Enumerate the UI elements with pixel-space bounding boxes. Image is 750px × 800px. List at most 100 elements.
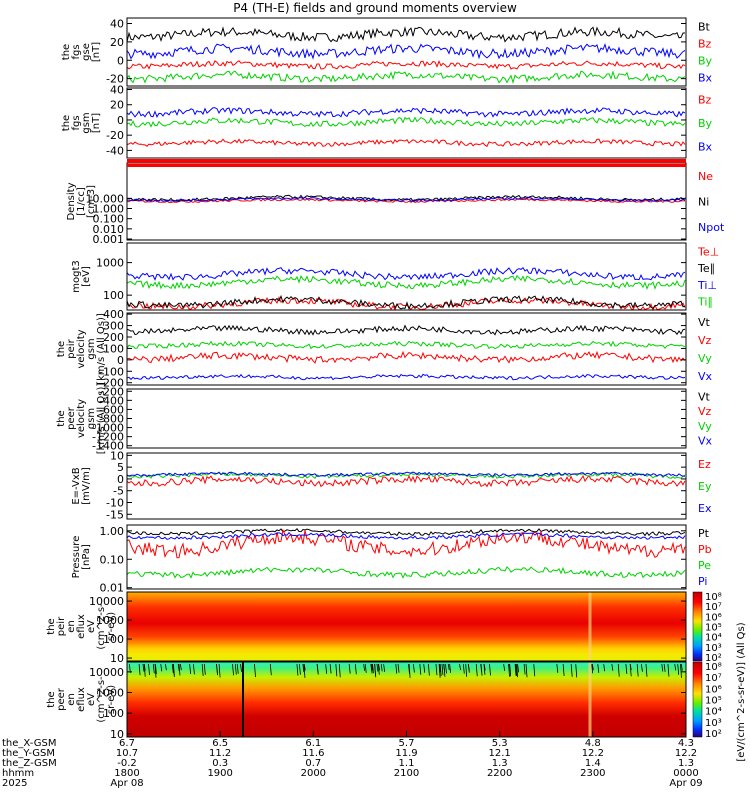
peer-spec-speckle [216,663,218,676]
density-ytick-label: 0.010 [93,223,125,236]
peer-velocity-ytick-label: -1200 [92,431,124,444]
colorbar-tick-label: 10⁵ [705,696,722,707]
xaxis-value: 5.7 [399,738,415,749]
peer-spec-speckle [462,663,465,674]
colorbar-0 [692,591,703,662]
fgs-gse-ylabel-line: the [61,44,72,60]
colorbar-tick-label: 10² [705,729,722,740]
fgs-gsm-ytick-label: -20 [106,129,124,142]
peer-spec-speckle [509,663,512,677]
peer-spec-speckle [459,663,461,671]
fgs-gsm-series-bz [126,138,686,148]
peer-spec-speckle [177,663,180,672]
peer-spec-speckle [525,663,528,678]
peer-velocity-ytick-label: -200 [99,385,124,398]
peer-spec-speckle [636,663,639,677]
temperature-legend-te⊥: Te⊥ [697,245,719,258]
temperature-legend-ti∥: Ti∥ [697,296,713,309]
xaxis-value: 12.2 [675,748,697,759]
fgs-gse-legend-bz: Bz [698,38,712,51]
peer-spec-speckle [178,663,181,676]
peir-velocity-ylabel-line: gsm [86,338,97,359]
fgs-gsm-series-bx [126,107,686,118]
peer-spec-speckle [516,663,519,678]
peer-spec-speckle [232,663,234,676]
peir-spec-frame [126,591,687,662]
peer-spec-speckle [423,663,426,673]
xaxis-value: 5.3 [492,738,508,749]
peir-velocity-legend-vy: Vy [698,352,712,365]
xaxis-value: 0.3 [212,758,228,769]
peer-spec-speckle [218,663,221,678]
peir-spec-ylabel-line: peir [56,616,67,636]
peer-spec-speckle [680,663,683,671]
peer-spec-speckle [303,663,306,671]
efield-frame [126,452,687,520]
efield-series-ex [126,471,686,478]
density-ylabel-line: [cm-3] [86,185,97,218]
peer-spec-ytick-label: 1000 [96,687,124,700]
peer-spec-speckle [154,663,157,675]
fgs-gse-series-bt [126,26,686,43]
fgs-gsm-legend-bx: Bx [698,140,713,153]
peer-velocity-legend-vt: Vt [698,390,711,403]
peer-spec-speckle [503,663,506,671]
density-ytick-label: 10.000 [86,192,125,205]
peir-velocity-ylabel: the peir velocity gsm [km/s (All Qs)] [56,313,107,385]
peir-velocity-ytick-label: 200 [103,331,124,344]
peer-spec-speckle [556,663,559,673]
peer-velocity-ylabel-line: [km/s (All Qs)] [96,383,107,455]
peer-spec-speckle [383,663,386,672]
peir-velocity-series-vx [126,373,686,381]
xaxis-value: 1900 [207,768,232,779]
peer-spec-speckle [515,663,518,676]
fgs-gsm-series-by [126,116,686,128]
red-band [127,159,686,163]
peer-spec-speckle [142,663,145,672]
peer-spec-speckle [674,663,677,671]
pressure-legend-pi: Pi [698,575,707,588]
xaxis-value: 2300 [580,768,605,779]
peir-spec-ylabel-line: eflux [76,614,87,639]
pressure-ylabel-line: [nPa] [81,544,92,570]
efield-ytick-label: 5 [117,461,124,474]
peir-velocity-ytick-label: 100 [103,342,124,355]
fgs-gsm-frame [126,87,687,159]
pressure-series-pt [126,527,686,537]
peer-spec-speckle [299,663,301,675]
fgs-gsm-legend-bz: Bz [698,94,712,107]
peer-spec-speckle [374,663,377,678]
peer-spec-ytick-label: 10000 [89,666,124,679]
fgs-gsm-legend-by: By [698,117,713,130]
fgs-gse-series-bx [126,42,686,60]
xaxis-value: 12.1 [489,748,511,759]
peer-velocity-legend-vz: Vz [698,405,712,418]
peer-spec-speckle [138,663,141,676]
pressure-series-pe [126,566,686,579]
temperature-ylabel: mogt3 [eV] [71,260,92,293]
peer-velocity-ytick-label: -1400 [92,440,124,453]
peir-spec-ytick-label: 10000 [89,595,124,608]
peir-velocity-legend-vt: Vt [698,316,711,329]
xaxis-value: 2100 [394,768,419,779]
colorbar-tick-label: 10⁶ [705,684,722,695]
peir-velocity-ytick-label: 400 [103,308,124,321]
xaxis-value: 0000 [673,768,698,779]
peer-spec-speckle [376,663,379,672]
peer-spec-speckle [164,663,167,671]
peer-spec-speckle [427,663,430,676]
peer-spec-speckle [148,663,150,675]
peer-spec-speckle [348,663,351,674]
fgs-gse-ylabel: the fgs gse [nT] [61,42,102,62]
peer-spec-speckle [439,663,442,677]
peir-velocity-series-vz [126,350,686,364]
peer-spec-speckle [172,663,175,676]
peer-spec-speckle [677,663,680,675]
density-legend-ne: Ne [698,170,713,183]
temperature-frame [126,242,687,311]
peir-spec-ytick-label: 10 [110,652,124,665]
peer-spec-speckle [570,663,573,677]
peer-spec-speckle [645,663,648,677]
pressure-ylabel: Pressure [nPa] [71,536,92,579]
fgs-gse-ytick-label: 0 [117,54,124,67]
